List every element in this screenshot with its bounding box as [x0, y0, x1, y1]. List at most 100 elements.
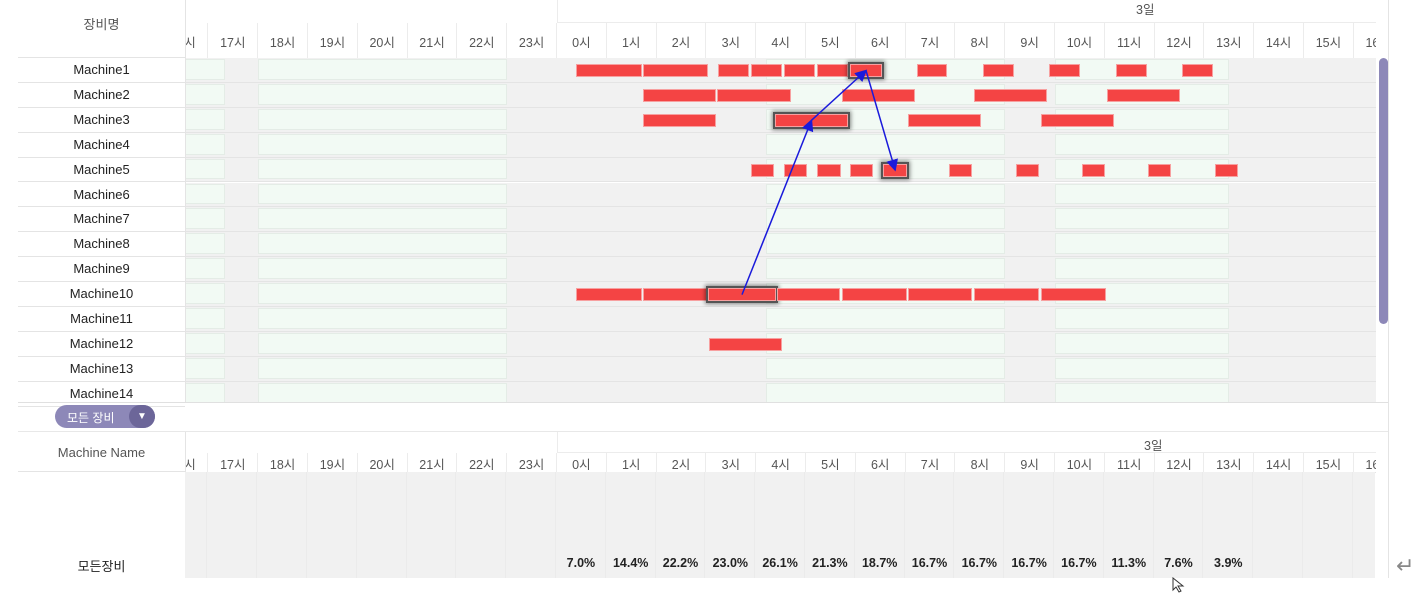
- hour-label: 23시: [518, 458, 545, 472]
- job-bar[interactable]: [917, 64, 947, 77]
- utilization-value: 3.9%: [1214, 556, 1243, 570]
- machine-label: Machine7: [18, 207, 185, 233]
- shift-block: [258, 258, 508, 280]
- hour-column-15시: 15시: [1304, 23, 1354, 58]
- job-bar[interactable]: [784, 64, 815, 77]
- job-bar[interactable]: [643, 113, 716, 127]
- hour-column-21시: [407, 472, 457, 578]
- job-bar[interactable]: [575, 288, 643, 302]
- date-label: 3일: [1136, 3, 1155, 17]
- shift-block: [186, 233, 225, 255]
- machine-label: Machine11: [18, 307, 185, 332]
- hour-column-17시: 17시: [208, 23, 259, 58]
- hour-label: 8시: [970, 36, 990, 50]
- shift-block: [186, 308, 225, 329]
- machine-row: [186, 381, 1376, 403]
- job-bar[interactable]: [982, 64, 1015, 77]
- summary-header-title: Machine Name: [57, 445, 146, 460]
- utilization-value: 23.0%: [712, 556, 749, 570]
- job-bar[interactable]: [908, 113, 981, 127]
- hour-label: 11시: [1116, 36, 1142, 50]
- job-bar[interactable]: [708, 337, 783, 351]
- hour-column-16시: 16시: [1354, 453, 1376, 472]
- shift-block: [1055, 332, 1230, 354]
- shift-block: [258, 83, 508, 105]
- gantt-body[interactable]: [185, 58, 1376, 403]
- hour-column-18시: 18시: [258, 453, 308, 472]
- shift-block: [258, 308, 508, 329]
- job-bar[interactable]: [643, 64, 708, 77]
- job-bar[interactable]: [1106, 88, 1180, 102]
- job-bar[interactable]: [816, 163, 841, 177]
- job-bar[interactable]: [751, 64, 783, 77]
- hour-column-0시: 0시: [557, 453, 607, 472]
- enter-icon[interactable]: ↵: [1396, 553, 1415, 578]
- machine-label: Machine12: [18, 332, 185, 357]
- job-bar[interactable]: [816, 64, 848, 77]
- hour-label: 13시: [1216, 458, 1242, 472]
- job-bar[interactable]: [1041, 113, 1114, 127]
- hour-label: 16시: [1365, 36, 1376, 50]
- job-bar[interactable]: [973, 288, 1040, 302]
- hour-label: 21시: [419, 458, 445, 472]
- shift-block: [186, 183, 225, 205]
- job-bar[interactable]: [908, 288, 972, 302]
- dependency-arrow: [741, 118, 814, 295]
- job-bar[interactable]: [575, 64, 643, 77]
- hour-column-13시: 13시: [1204, 453, 1255, 472]
- hour-label: 0시: [572, 458, 591, 472]
- job-bar[interactable]: [643, 288, 707, 302]
- job-bar[interactable]: [777, 288, 840, 302]
- shift-block: [258, 183, 508, 205]
- date-row: [557, 432, 1376, 453]
- gantt-rows: [186, 58, 1376, 403]
- hour-label: 15시: [1315, 458, 1342, 472]
- hour-column-4시: [755, 472, 805, 578]
- job-bar[interactable]: [1115, 64, 1148, 77]
- hour-column-23시: 23시: [507, 23, 557, 58]
- job-bar[interactable]: [1049, 64, 1080, 77]
- hour-column-23시: 23시: [507, 453, 557, 472]
- hour-label: 9시: [1020, 458, 1039, 472]
- job-bar[interactable]: [841, 288, 908, 302]
- machine-row: [186, 232, 1376, 258]
- machine-row: [186, 331, 1376, 357]
- job-bar[interactable]: [1148, 163, 1172, 177]
- shift-block: [766, 308, 1006, 329]
- job-bar[interactable]: [1081, 163, 1105, 177]
- hour-label: 3시: [721, 36, 741, 50]
- shift-block: [186, 59, 225, 80]
- hour-column-16시: [1353, 472, 1375, 578]
- machine-filter-dropdown[interactable]: 모든 장비 ▼: [55, 405, 155, 428]
- hour-label: 10시: [1066, 36, 1093, 50]
- job-bar[interactable]: [1181, 64, 1213, 77]
- job-bar[interactable]: [1041, 288, 1106, 302]
- hour-column-18시: 18시: [258, 23, 308, 58]
- section-divider: [18, 402, 1388, 403]
- job-bar[interactable]: [751, 163, 775, 177]
- job-bar[interactable]: [716, 88, 792, 102]
- job-bar[interactable]: [973, 88, 1048, 102]
- job-bar[interactable]: [849, 163, 874, 177]
- vertical-scrollbar[interactable]: [1379, 58, 1388, 324]
- job-bar[interactable]: [1214, 163, 1238, 177]
- machine-row: [186, 282, 1376, 307]
- hour-label: 13시: [1216, 36, 1242, 50]
- hour-label: 0시: [572, 36, 591, 50]
- job-bar[interactable]: [948, 163, 972, 177]
- job-bar[interactable]: [643, 88, 716, 102]
- shift-block: [258, 283, 508, 304]
- machine-row: [186, 82, 1376, 108]
- header-divider: [18, 471, 185, 472]
- job-bar[interactable]: [841, 88, 916, 102]
- hour-label: 5시: [821, 458, 840, 472]
- shift-block: [1055, 308, 1230, 329]
- hour-column-20시: 20시: [358, 453, 408, 472]
- job-bar[interactable]: [1016, 163, 1040, 177]
- job-bar[interactable]: [717, 64, 750, 77]
- utilization-value: 16.7%: [1061, 556, 1097, 570]
- shift-block: [766, 208, 1006, 230]
- hour-column-14시: 14시: [1254, 23, 1304, 58]
- machine-label: Machine6: [18, 183, 185, 208]
- hour-column-1시: [606, 472, 656, 578]
